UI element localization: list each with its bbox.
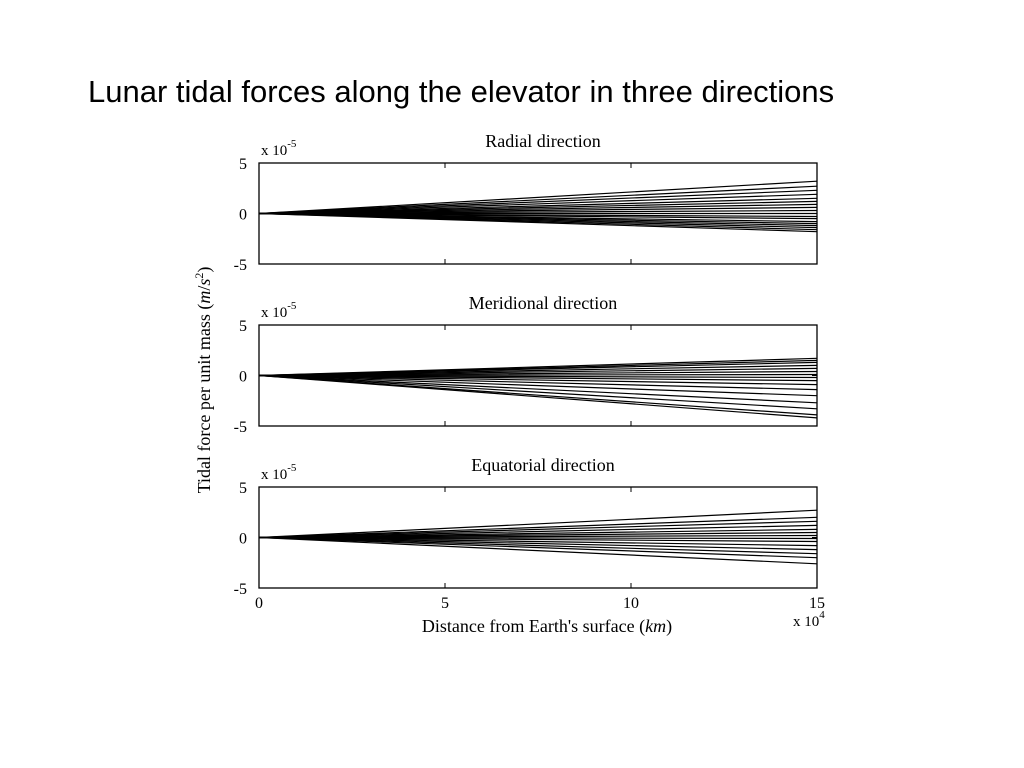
y-tick-label: 0 [239,531,247,548]
series-line [258,212,818,233]
panel-title: Radial direction [485,131,600,151]
y-axis-multiplier-power: -5 [287,138,297,150]
series-line [258,185,818,215]
y-tick-label: 0 [239,369,247,386]
series-line [258,180,818,215]
x-tick-label: 5 [441,595,449,612]
series-line [258,536,818,559]
x-axis-label-suffix: ) [666,616,672,637]
x-axis-multiplier-base: x 10 [793,614,819,630]
series-line [258,509,818,539]
y-tick-label: -5 [234,581,247,598]
panel-title: Meridional direction [469,293,617,313]
y-axis-label-unit-exponent: 2 [192,273,206,279]
y-tick-label: 5 [239,480,247,497]
x-axis-multiplier: x 104 [793,609,825,630]
y-axis-label-unit-s: s [194,279,214,286]
series-line [258,536,818,565]
series-line [258,374,818,382]
series-line [258,536,818,551]
series-line [258,193,818,215]
series-line [258,524,818,539]
slide-title: Lunar tidal forces along the elevator in… [88,74,835,109]
y-axis-label-unit-m: m [194,291,214,304]
panel-title: Equatorial direction [471,455,614,475]
y-tick-label: -5 [234,257,247,274]
y-axis-label-suffix: ) [194,267,215,273]
series-line [258,374,818,404]
x-tick-label: 10 [623,595,639,612]
series-line [258,374,818,386]
series-line [258,516,818,539]
y-axis-multiplier: x 10-5 [261,138,297,159]
x-axis-multiplier-power: 4 [819,609,825,621]
y-axis-multiplier: x 10-5 [261,300,297,321]
x-tick-label: 15 [809,595,825,612]
y-axis-multiplier-base: x 10 [261,305,287,321]
series-line [258,374,818,410]
x-tick-label: 0 [255,595,263,612]
series-line [258,374,818,397]
y-tick-label: 0 [239,207,247,224]
y-axis-multiplier-base: x 10 [261,467,287,483]
y-axis-multiplier: x 10-5 [261,462,297,483]
x-axis-label-prefix: Distance from Earth's surface ( [422,616,645,637]
x-axis-label: Distance from Earth's surface (km) [422,616,672,637]
series-line [258,536,818,547]
y-axis-multiplier-power: -5 [287,462,297,474]
x-axis-label-unit: km [645,616,666,636]
y-axis-label: Tidal force per unit mass (m/s2) [192,267,215,494]
y-axis-label-prefix: Tidal force per unit mass ( [194,304,215,494]
series-line [258,536,818,555]
y-tick-label: -5 [234,419,247,436]
series-line [258,374,818,391]
y-axis-multiplier-base: x 10 [261,143,287,159]
y-axis-label-unit-slash: / [194,286,214,291]
y-axis-multiplier-power: -5 [287,300,297,312]
series-line [258,189,818,215]
series-line [258,374,818,419]
y-tick-label: 5 [239,156,247,173]
series-line [258,520,818,539]
y-tick-label: 5 [239,318,247,335]
series-line [258,536,818,543]
